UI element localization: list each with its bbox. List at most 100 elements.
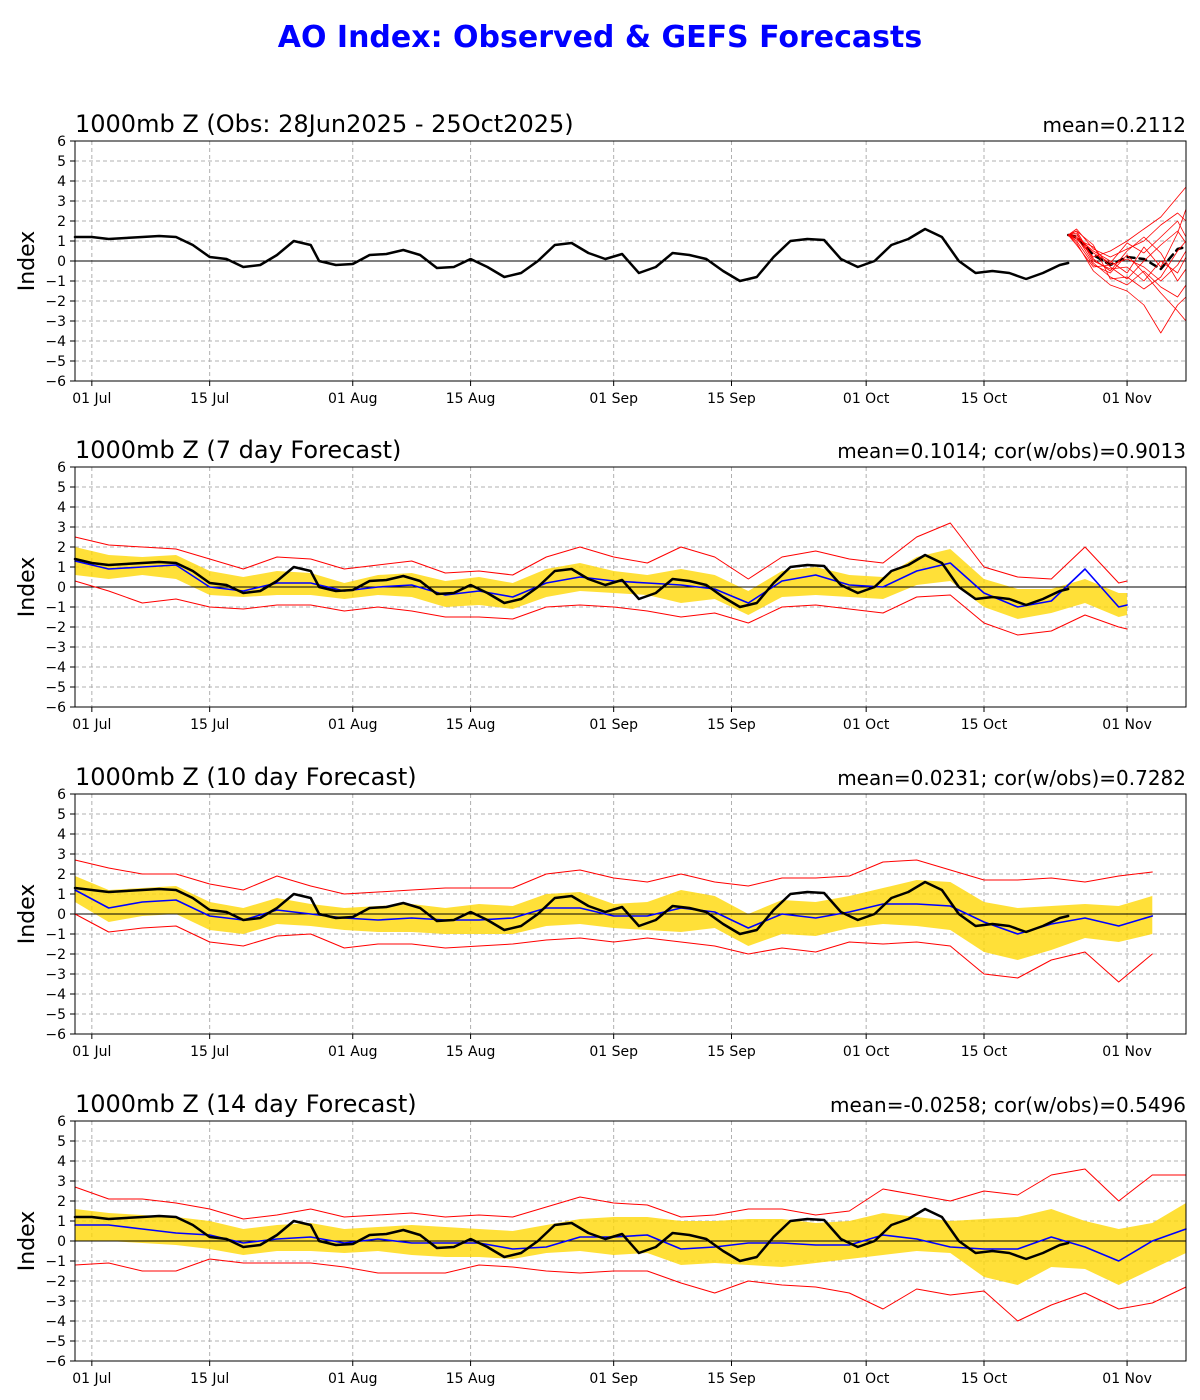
y-tick-label: 0 [57, 254, 66, 270]
x-tick-label: 15 Oct [961, 717, 1008, 733]
series-line-member [1067, 220, 1187, 264]
y-tick-label: −2 [45, 294, 66, 310]
chart-panel-2: 1000mb Z (7 day Forecast) mean=0.1014; co… [15, 436, 1187, 733]
x-tick-label: 01 Aug [328, 717, 378, 733]
y-axis-label: Index [15, 884, 40, 945]
y-tick-label: −4 [45, 987, 66, 1003]
y-tick-label: 1 [57, 560, 66, 576]
x-tick-label: 01 Nov [1102, 717, 1152, 733]
x-tick-label: 01 Nov [1102, 391, 1152, 407]
y-axis-label: Index [15, 557, 40, 618]
y-tick-label: 2 [57, 214, 66, 230]
spread-band [75, 547, 1128, 619]
chart-panel-4: 1000mb Z (14 day Forecast) mean=-0.0258; … [15, 1090, 1187, 1387]
x-tick-label: 15 Oct [961, 391, 1008, 407]
series-line-observed [73, 553, 1070, 609]
y-tick-label: −6 [45, 1027, 66, 1043]
y-tick-label: 5 [57, 1134, 66, 1150]
series-line-observed [73, 227, 1070, 283]
y-tick-label: 5 [57, 480, 66, 496]
y-tick-label: −5 [45, 354, 66, 370]
x-tick-label: 01 Jul [72, 1044, 111, 1060]
x-tick-label: 01 Nov [1102, 1044, 1152, 1060]
y-tick-label: 4 [57, 1154, 66, 1170]
x-tick-label: 15 Oct [961, 1044, 1008, 1060]
x-tick-label: 01 Sep [589, 717, 638, 733]
series-line-member [1067, 230, 1187, 282]
y-tick-label: −2 [45, 620, 66, 636]
y-tick-label: 5 [57, 154, 66, 170]
x-tick-label: 01 Sep [589, 391, 638, 407]
y-tick-label: −5 [45, 1007, 66, 1023]
series-line-observed [73, 880, 1070, 936]
x-tick-label: 15 Sep [707, 1371, 756, 1387]
x-tick-label: 15 Aug [446, 1044, 496, 1060]
x-tick-label: 15 Oct [961, 1371, 1008, 1387]
panel-title: 1000mb Z (14 day Forecast) [75, 1090, 417, 1118]
axes-frame [74, 1120, 1187, 1362]
y-tick-label: 3 [57, 194, 66, 210]
y-tick-label: −2 [45, 1274, 66, 1290]
y-tick-label: −6 [45, 374, 66, 390]
x-tick-label: 01 Oct [843, 391, 890, 407]
panel-stats: mean=0.1014; cor(w/obs)=0.9013 [837, 439, 1186, 463]
spread-band [75, 876, 1153, 960]
y-tick-label: −1 [45, 1254, 66, 1270]
y-tick-label: 6 [57, 1114, 66, 1130]
series-line-member [1067, 230, 1187, 290]
y-tick-label: −2 [45, 947, 66, 963]
y-tick-label: −3 [45, 640, 66, 656]
y-tick-label: 2 [57, 1194, 66, 1210]
x-tick-label: 01 Aug [328, 1044, 378, 1060]
y-tick-label: 1 [57, 887, 66, 903]
series-line-ensemble-mean [1066, 233, 1188, 271]
y-tick-label: −5 [45, 1334, 66, 1350]
x-tick-label: 01 Jul [72, 391, 111, 407]
y-tick-label: 6 [57, 134, 66, 150]
series-line-member [1067, 234, 1187, 334]
x-tick-label: 01 Jul [72, 1371, 111, 1387]
series-line-ensemble-mean [74, 1224, 1187, 1262]
panel-stats: mean=-0.0258; cor(w/obs)=0.5496 [830, 1093, 1186, 1117]
y-tick-label: −3 [45, 967, 66, 983]
x-tick-label: 01 Sep [589, 1044, 638, 1060]
x-tick-label: 15 Aug [446, 391, 496, 407]
y-tick-label: −3 [45, 1294, 66, 1310]
y-tick-label: 2 [57, 867, 66, 883]
y-tick-label: 0 [57, 907, 66, 923]
x-tick-label: 01 Oct [843, 1044, 890, 1060]
y-tick-label: 3 [57, 1174, 66, 1190]
y-tick-label: 3 [57, 520, 66, 536]
y-tick-label: 6 [57, 787, 66, 803]
x-tick-label: 01 Nov [1102, 1371, 1152, 1387]
y-tick-label: 4 [57, 174, 66, 190]
x-tick-label: 01 Jul [72, 717, 111, 733]
x-tick-label: 15 Jul [190, 1044, 229, 1060]
y-tick-label: −4 [45, 334, 66, 350]
x-tick-label: 01 Aug [328, 391, 378, 407]
panel-title: 1000mb Z (10 day Forecast) [75, 763, 417, 791]
series-line-upper-member [74, 522, 1128, 584]
y-tick-label: −1 [45, 600, 66, 616]
axes-frame [74, 793, 1187, 1035]
y-tick-label: −4 [45, 1314, 66, 1330]
y-tick-label: −1 [45, 927, 66, 943]
page-title: AO Index: Observed & GEFS Forecasts [277, 20, 923, 55]
x-tick-label: 15 Jul [190, 391, 229, 407]
series-line-upper-member [74, 859, 1153, 895]
series-line-member [1067, 234, 1187, 322]
y-tick-label: 1 [57, 234, 66, 250]
x-tick-label: 01 Aug [328, 1371, 378, 1387]
axes-frame [74, 466, 1187, 708]
y-tick-label: −5 [45, 680, 66, 696]
y-tick-label: −6 [45, 1354, 66, 1370]
series-line-observed [73, 1207, 1070, 1263]
series-line-member [1067, 212, 1187, 258]
series-line-member [1067, 234, 1187, 298]
series-line-member [1067, 230, 1187, 280]
y-tick-label: −6 [45, 700, 66, 716]
x-tick-label: 01 Oct [843, 1371, 890, 1387]
panel-title: 1000mb Z (Obs: 28Jun2025 - 25Oct2025) [75, 110, 574, 138]
y-tick-label: 3 [57, 847, 66, 863]
